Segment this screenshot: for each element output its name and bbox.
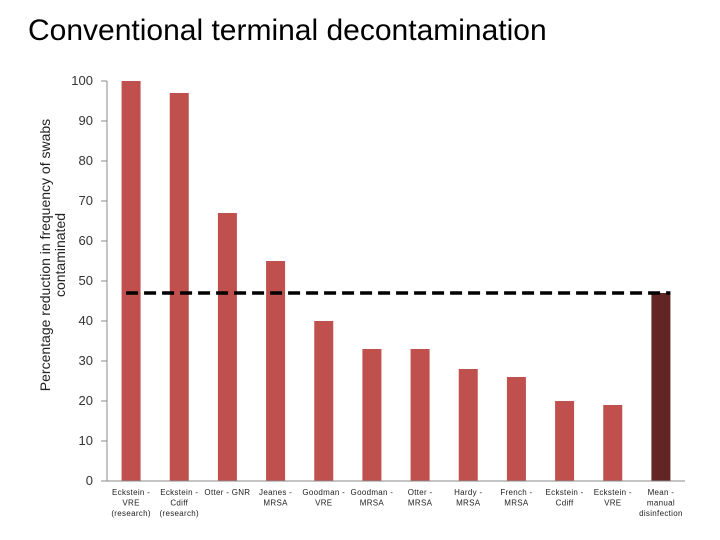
x-category-label-line: Goodman - — [351, 488, 394, 497]
x-category-label-line: VRE — [315, 499, 332, 508]
x-category-label-line: Eckstein - — [546, 488, 584, 497]
x-category-label: French - MRSA — [500, 488, 532, 508]
y-tick-label: 0 — [86, 473, 93, 488]
x-category-label-line: MRSA — [360, 499, 385, 508]
y-tick-label: 70 — [79, 193, 93, 208]
x-category-label: Hardy - MRSA — [454, 488, 482, 508]
x-category-label: Goodman - VRE — [302, 488, 345, 508]
x-category-label-line: Eckstein - — [160, 488, 198, 497]
x-category-label: Eckstein - VRE — [594, 488, 632, 508]
x-category-label-line: disinfection — [639, 509, 683, 518]
bars — [121, 81, 671, 481]
axes — [106, 81, 685, 482]
x-category-label-line: VRE — [122, 499, 139, 508]
x-category-label-line: Cdiff — [170, 499, 188, 508]
bar-mean — [651, 293, 671, 481]
x-category-label-line: Cdiff — [556, 499, 574, 508]
x-category-label-line: Mean - — [648, 488, 675, 497]
x-category-label-line: MRSA — [456, 499, 481, 508]
x-category-label: Eckstein - VRE (research) — [111, 488, 150, 518]
chart-title: Conventional terminal decontamination — [28, 14, 547, 47]
x-category-label-line: Hardy - — [454, 488, 482, 497]
x-category-label-line: MRSA — [263, 499, 288, 508]
x-category-label: Eckstein - Cdiff — [546, 488, 584, 508]
x-category-label: Eckstein - Cdiff (research) — [160, 488, 199, 518]
bar — [458, 369, 478, 481]
bar — [121, 81, 141, 481]
x-category-label-line: manual — [647, 499, 675, 508]
x-category-label: Jeanes - MRSA — [259, 488, 292, 508]
x-category-label-line: MRSA — [408, 499, 433, 508]
y-tick-label: 40 — [79, 313, 93, 328]
x-category-label-line: VRE — [604, 499, 621, 508]
y-tick-label: 100 — [71, 73, 93, 88]
x-category-label-line: Jeanes - — [259, 488, 292, 497]
y-tick-label: 20 — [79, 393, 93, 408]
y-tick-label: 80 — [79, 153, 93, 168]
y-tick-label: 90 — [79, 113, 93, 128]
bar — [362, 349, 382, 481]
y-tick-label: 10 — [79, 433, 93, 448]
y-tick-label: 30 — [79, 353, 93, 368]
bar — [217, 213, 237, 481]
bar — [410, 349, 430, 481]
x-category-label: Mean - manual disinfection — [639, 488, 683, 518]
x-category-label: Otter - GNR — [204, 488, 250, 497]
x-category-label: Otter - MRSA — [408, 488, 433, 508]
x-category-label-line: Eckstein - — [594, 488, 632, 497]
bar — [266, 261, 286, 481]
bar — [603, 405, 623, 481]
x-category-label-line: Goodman - — [302, 488, 345, 497]
y-axis-ticks: 0 10 20 30 40 50 60 70 80 90 100 — [71, 73, 107, 488]
bar — [169, 93, 189, 481]
bar — [314, 321, 334, 481]
x-axis-labels: Eckstein -VRE (research)Eckstein -Cdiff (r… — [111, 488, 682, 518]
x-category-label-line: Otter - GNR — [204, 488, 250, 497]
x-category-label: Goodman - MRSA — [351, 488, 394, 508]
x-category-label-line: Otter - — [408, 488, 433, 497]
y-tick-label: 60 — [79, 233, 93, 248]
bar — [555, 401, 575, 481]
x-category-label-line: MRSA — [504, 499, 529, 508]
x-category-label-line: (research) — [111, 509, 150, 518]
x-category-label-line: French - — [500, 488, 532, 497]
bar — [506, 377, 526, 481]
y-tick-label: 50 — [79, 273, 93, 288]
x-category-label-line: (research) — [160, 509, 199, 518]
x-category-label-line: Eckstein - — [112, 488, 150, 497]
